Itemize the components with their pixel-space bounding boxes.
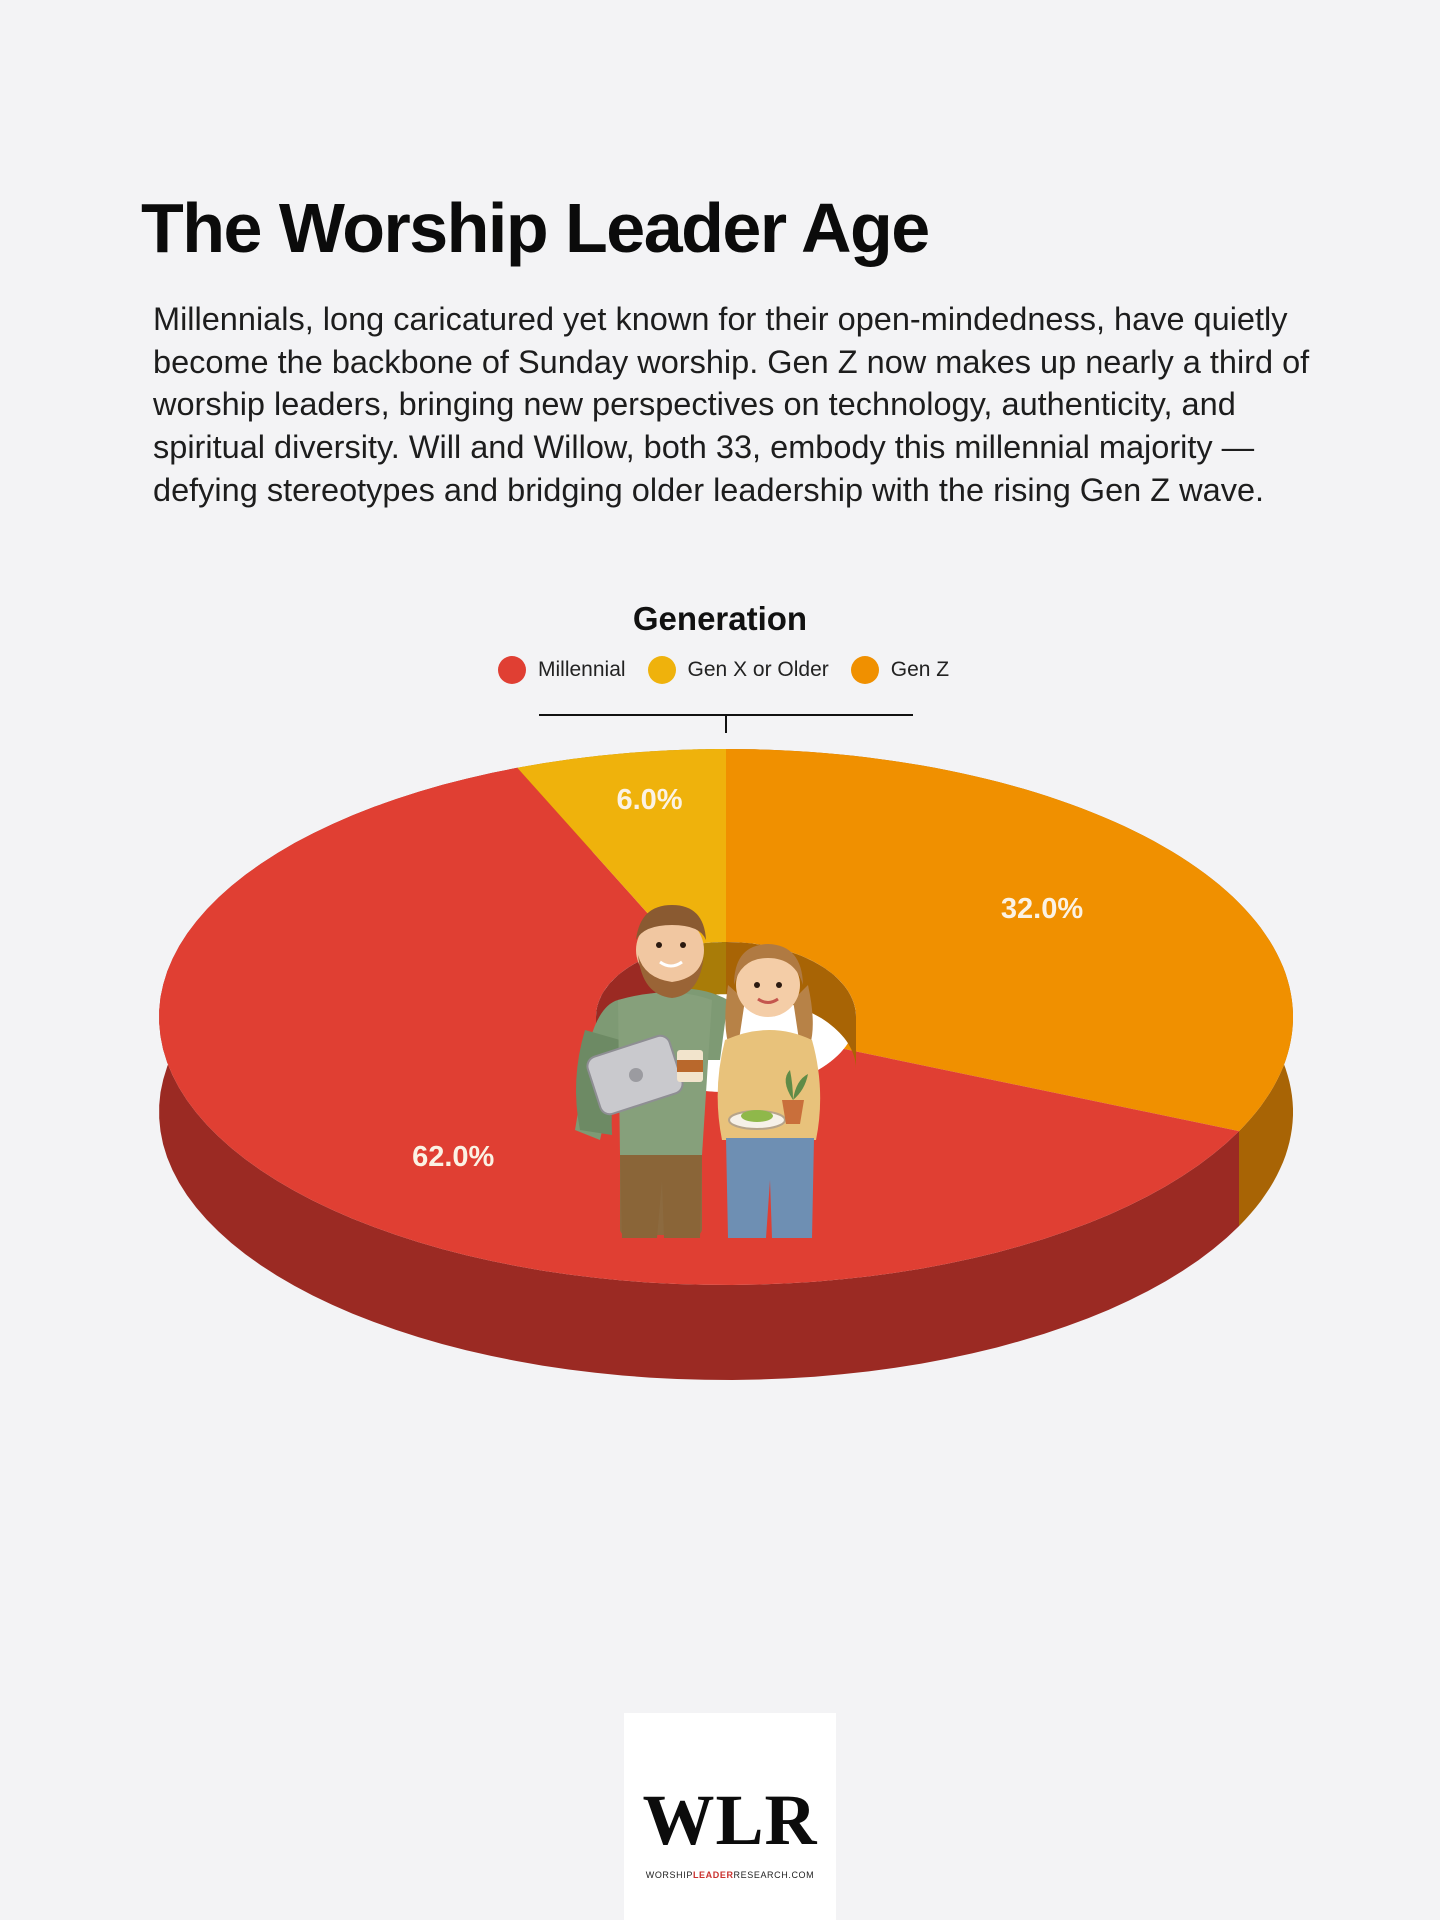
page-title: The Worship Leader Age (141, 189, 930, 267)
chart-title: Generation (632, 600, 808, 637)
logo-tagline-accent: LEADER (692, 1870, 734, 1880)
legend-item-millennial: Millennial (498, 656, 626, 684)
legend-item-gen-z: Gen Z (850, 656, 950, 684)
brand-logo: WLR WORSHIPLEADERRESEARCH.COM (624, 1713, 836, 1920)
logo-tagline-pre: WORSHIP (645, 1870, 693, 1880)
logo-tagline: WORSHIPLEADERRESEARCH.COM (624, 1870, 836, 1880)
description-paragraph: Millennials, long caricatured yet known … (153, 301, 1310, 508)
legend-swatch-gen-z (850, 656, 879, 684)
pie-labels: 32.0% 62.0% 6.0% (412, 784, 1083, 1173)
pie-slice-millennial (159, 767, 1240, 1285)
legend-bracket (539, 714, 913, 733)
pie-slice-gen-z (726, 749, 1293, 1132)
woman-figure (717, 944, 821, 1238)
man-figure (575, 905, 728, 1238)
slice-label-millennial: 62.0% (412, 1141, 494, 1173)
chart-legend: Millennial Gen X or Older Gen Z (498, 656, 949, 684)
couple-illustration (575, 905, 821, 1238)
pie-slice-gen-x-or-older (517, 749, 726, 948)
logo-mark: WLR (642, 1780, 818, 1860)
pie-chart: 32.0% 62.0% 6.0% (159, 714, 1293, 1380)
legend-label-millennial: Millennial (538, 658, 626, 681)
legend-label-gen-x: Gen X or Older (687, 658, 829, 681)
legend-swatch-gen-x (647, 656, 676, 684)
slice-label-gen-x-or-older: 6.0% (616, 784, 682, 816)
legend-label-gen-z: Gen Z (890, 658, 950, 681)
legend-item-gen-x: Gen X or Older (647, 656, 829, 684)
logo-tagline-post: RESEARCH.COM (733, 1870, 815, 1880)
slice-label-gen-z: 32.0% (1001, 893, 1083, 925)
legend-swatch-millennial (498, 656, 526, 684)
